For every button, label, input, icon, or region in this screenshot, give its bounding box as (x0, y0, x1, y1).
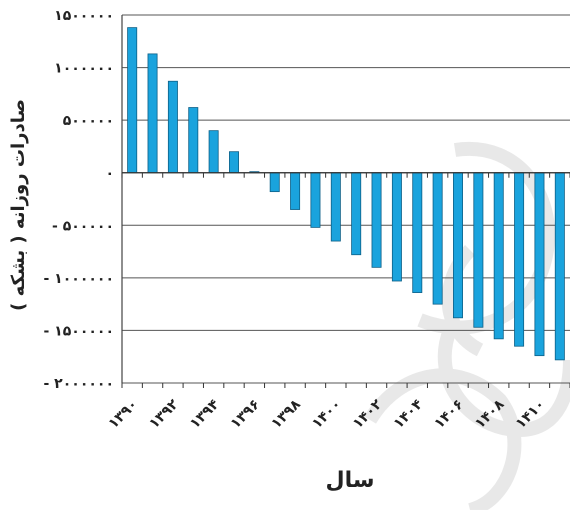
y-tick-label: ۵۰۰۰۰۰ (63, 113, 114, 129)
x-axis-title: سال (326, 468, 375, 493)
x-tick-label: ۱۳۹۲ (146, 396, 182, 432)
y-tick-label: ۰ (105, 166, 114, 182)
x-tick-label: ۱۳۹۶ (228, 397, 263, 432)
bar (391, 172, 402, 282)
x-tick-label: ۱۳۹۴ (187, 396, 223, 432)
y-tick-label: - ۱۰۰۰۰۰۰ (44, 271, 115, 287)
plot-area: ۱۵۰۰۰۰۰ ۱۰۰۰۰۰۰ ۵۰۰۰۰۰ ۰ - ۵۰۰۰۰۰ - ۱۰۰۰۰۰۰ - … (44, 8, 570, 432)
bar (554, 172, 565, 361)
bar (371, 172, 382, 268)
bar (473, 172, 484, 328)
bar (330, 172, 341, 242)
y-tick-label: - ۲۰۰۰۰۰۰ (44, 376, 115, 392)
bar (351, 172, 362, 256)
bar (188, 107, 199, 174)
bar (208, 130, 219, 174)
bar (412, 172, 423, 293)
x-tick-label: ۱۴۰۴ (391, 396, 427, 432)
y-tick-label: - ۵۰۰۰۰۰ (52, 218, 114, 234)
bar (432, 172, 443, 305)
y-tick-label: ۱۵۰۰۰۰۰ (54, 8, 114, 24)
bar (534, 172, 545, 357)
y-tick-label: ۱۰۰۰۰۰۰ (54, 61, 114, 77)
bar (310, 172, 321, 228)
y-tick-label: - ۱۵۰۰۰۰۰ (44, 323, 115, 339)
bar (290, 172, 301, 210)
x-tick-label: ۱۳۹۰ (106, 397, 141, 432)
x-tick-label: ۱۴۰۰ (309, 397, 344, 432)
bar (453, 172, 463, 319)
bar (229, 151, 239, 174)
bar (493, 172, 504, 340)
bar (127, 27, 138, 174)
y-axis-title: صادرات روزانه ( بشکه ) (8, 99, 29, 311)
bar (167, 80, 178, 174)
bar (147, 53, 158, 174)
bar (514, 172, 525, 347)
x-tick-label: ۱۳۹۸ (268, 396, 304, 432)
bar (269, 172, 280, 193)
